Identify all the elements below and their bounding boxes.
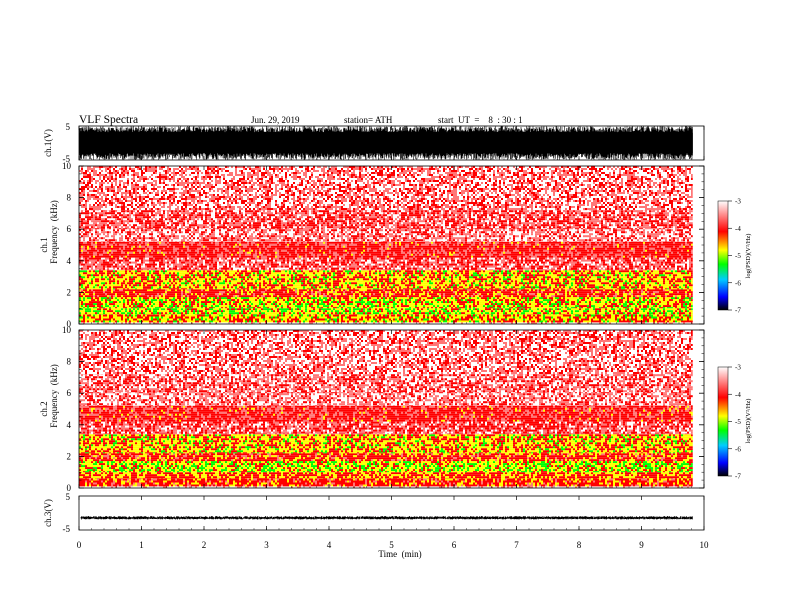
ch1-spectrogram-panel: 0 2 4 6 8 10 ch.1 Frequency (kHz) -3 -4 -5 -6 -7 … <box>39 161 752 329</box>
spectrogram-band <box>79 270 693 290</box>
ch1-waveform-panel: 5 -5 ch.1(V) <box>43 122 705 164</box>
ch1-frequency-ticks: 0 2 4 6 8 10 <box>62 161 704 329</box>
time-tick-label: 0 <box>77 540 82 550</box>
colorbar-tick-label: -4 <box>735 391 741 399</box>
ch3-ylabel: ch.3(V) <box>43 499 53 527</box>
frequency-tick-label: 0 <box>67 483 72 493</box>
ch2-colorbar-label: log(PSD)(V²/Hz) <box>745 399 752 444</box>
frequency-tick-label: 6 <box>67 388 72 398</box>
ch2-colorbar-scale <box>717 366 729 477</box>
colorbar-tick-label: -3 <box>735 198 741 206</box>
ch1-colorbar: -3 -4 -5 -6 -7 log(PSD)(V²/Hz) <box>717 198 752 315</box>
ch1-ytick-bottom: -5 <box>63 154 71 164</box>
frequency-tick-label: 4 <box>67 256 72 266</box>
spectrogram-band <box>79 330 693 375</box>
ch3-waveform-frame <box>78 495 705 531</box>
spectrogram-band <box>83 322 693 324</box>
time-tick-label: 4 <box>327 540 332 550</box>
ch1-waveform-line <box>79 126 693 160</box>
spectrogram-band <box>79 461 693 473</box>
frequency-tick-label: 8 <box>67 193 72 203</box>
ch1-spec-ylabel-channel: ch.1 <box>39 237 49 252</box>
ch1-colorbar-label: log(PSD)(V²/Hz) <box>745 234 752 279</box>
frequency-tick-label: 0 <box>67 319 72 329</box>
spectrogram-band <box>79 434 693 454</box>
colorbar-tick-label: -3 <box>735 364 741 372</box>
frequency-tick-label: 10 <box>62 325 72 335</box>
ch3-waveform-trace <box>80 516 693 520</box>
spectrogram-band <box>79 374 693 394</box>
ch2-spectrogram-heatmap <box>79 330 704 488</box>
spectrogram-band <box>79 289 693 298</box>
spectrogram-band <box>79 297 693 309</box>
ch1-ytick-top: 5 <box>66 122 71 132</box>
figure-title: VLF Spectra <box>79 114 138 126</box>
spectrogram-band <box>79 229 693 242</box>
ch3-ytick-top: 5 <box>66 492 71 502</box>
x-axis-label: Time (min) <box>378 549 421 559</box>
frequency-tick-label: 8 <box>67 357 72 367</box>
ch1-colorbar-ticks: -3 -4 -5 -6 -7 <box>728 198 741 315</box>
time-tick-label: 5 <box>389 540 394 550</box>
time-axis: 0 1 2 3 4 5 6 7 8 9 10 <box>77 540 709 550</box>
station-label: station= ATH <box>344 115 393 125</box>
colorbar-tick-label: -5 <box>735 252 741 260</box>
ch2-spec-ylabel-channel: ch.2 <box>39 401 49 416</box>
ch1-spectrogram-heatmap <box>79 166 704 324</box>
time-tick-label: 6 <box>452 540 457 550</box>
ch1-spec-ylabel-frequency: Frequency (kHz) <box>49 200 59 263</box>
ch2-spec-ylabel-frequency: Frequency (kHz) <box>49 364 59 427</box>
colorbar-tick-label: -4 <box>735 225 741 233</box>
spectrogram-no-data <box>692 166 704 324</box>
ch2-colorbar: -3 -4 -5 -6 -7 log(PSD)(V²/Hz) <box>717 364 752 481</box>
frequency-tick-label: 6 <box>67 224 72 234</box>
ch3-waveform-line <box>80 516 693 520</box>
time-tick-label: 1 <box>139 540 144 550</box>
colorbar-tick-label: -7 <box>735 473 741 481</box>
spectrogram-band <box>79 314 693 323</box>
spectrogram-band <box>79 453 693 462</box>
ch2-frequency-ticks: 0 2 4 6 8 10 <box>62 325 704 493</box>
time-tick-label: 8 <box>577 540 582 550</box>
date-label: Jun. 29, 2019 <box>251 115 300 125</box>
spectrogram-no-data <box>692 330 704 488</box>
frequency-tick-label: 2 <box>67 451 72 461</box>
spectrogram-band <box>79 308 693 315</box>
time-tick-label: 2 <box>202 540 207 550</box>
time-tick-label: 9 <box>639 540 644 550</box>
ch3-ytick-bottom: -5 <box>63 524 71 534</box>
ch1-waveform-trace <box>79 126 693 160</box>
spectrogram-band <box>79 210 693 230</box>
colorbar-tick-label: -6 <box>735 445 741 453</box>
ch3-waveform-panel: 5 -5 ch.3(V) <box>43 492 705 534</box>
spectrogram-band <box>79 393 693 406</box>
time-tick-label: 3 <box>264 540 269 550</box>
spectrogram-band <box>101 486 689 488</box>
spectrogram-band <box>79 166 693 211</box>
spectrogram-band <box>79 241 693 258</box>
ch1-colorbar-scale <box>717 200 729 311</box>
colorbar-tick-label: -5 <box>735 418 741 426</box>
spectrogram-band <box>79 472 693 479</box>
spectrogram-band <box>79 405 693 422</box>
colorbar-tick-label: -7 <box>735 307 741 315</box>
time-tick-label: 10 <box>700 540 710 550</box>
ch1-ylabel: ch.1(V) <box>43 129 53 157</box>
time-tick-marks <box>78 126 705 530</box>
frequency-tick-label: 2 <box>67 287 72 297</box>
colorbar-tick-label: -6 <box>735 279 741 287</box>
spectrogram-band <box>79 478 693 487</box>
start-ut-label: start UT = 8 : 30 : 1 <box>438 115 523 125</box>
frequency-tick-label: 10 <box>62 161 72 171</box>
ch2-colorbar-ticks: -3 -4 -5 -6 -7 <box>728 364 741 481</box>
time-tick-label: 7 <box>514 540 519 550</box>
frequency-tick-label: 4 <box>67 420 72 430</box>
ch2-spectrogram-panel: 0 2 4 6 8 10 ch.2 Frequency (kHz) -3 -4 -5 -6 -7 … <box>39 325 752 493</box>
spectrogram-band <box>79 257 693 271</box>
